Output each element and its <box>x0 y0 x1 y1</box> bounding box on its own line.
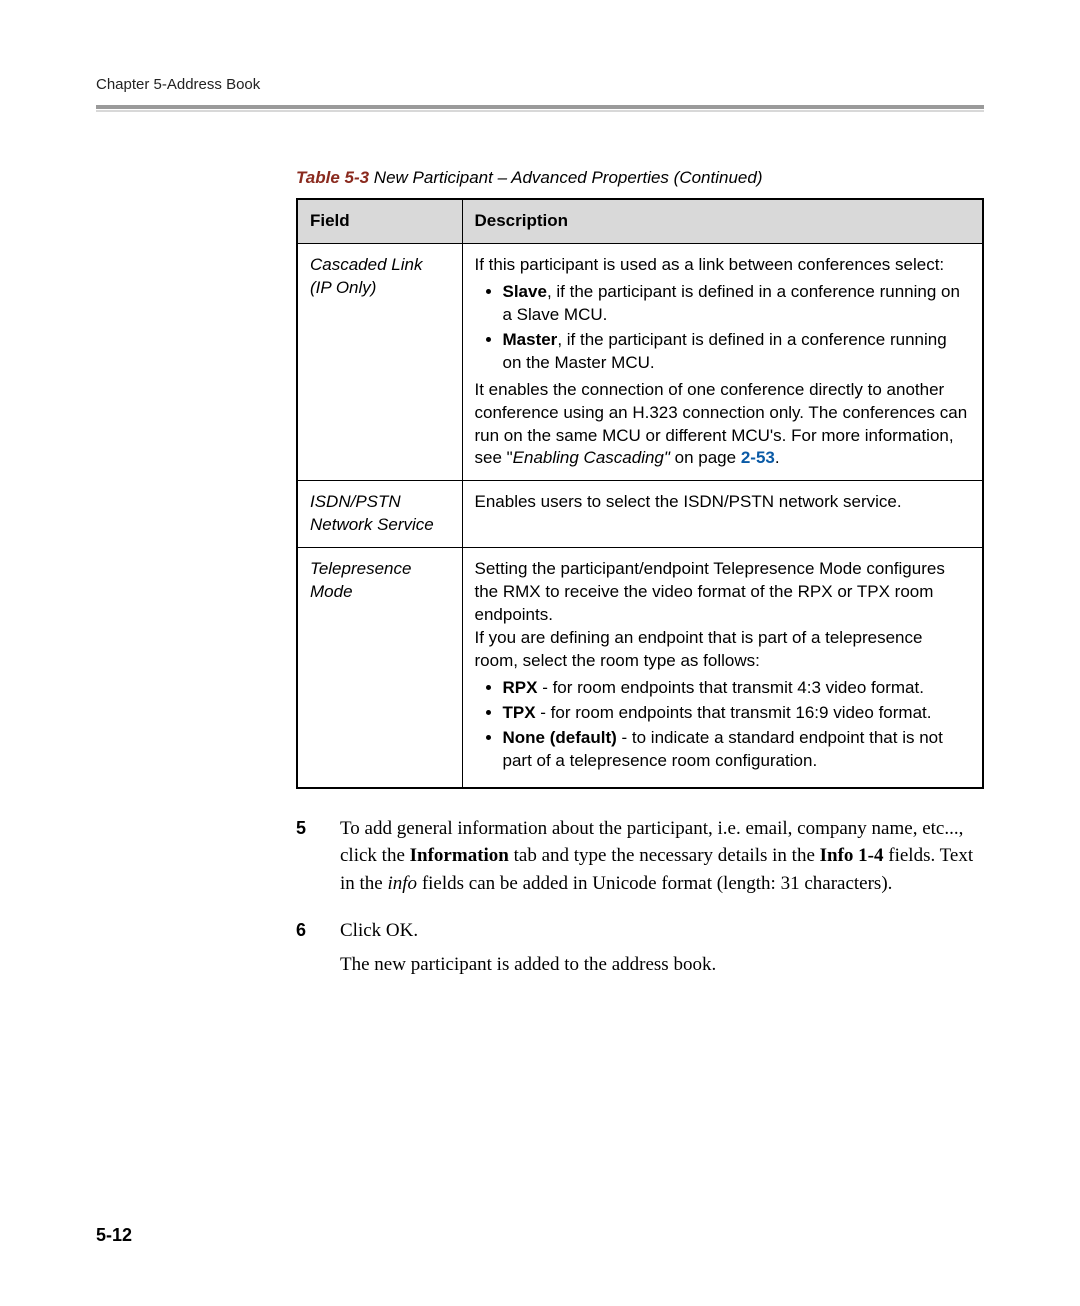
header-rule-dark <box>96 105 984 109</box>
desc-text: Enables users to select the ISDN/PSTN ne… <box>475 491 971 514</box>
field-line: Network Service <box>310 515 434 534</box>
header-rule-light <box>96 110 984 112</box>
description-cell: If this participant is used as a link be… <box>462 243 983 480</box>
field-cell: ISDN/PSTN Network Service <box>297 481 462 548</box>
running-head: Chapter 5-Address Book <box>96 76 984 93</box>
bullet-strong: None (default) <box>503 728 617 747</box>
step-body: Click OK. The new participant is added t… <box>340 917 716 984</box>
table-header-row: Field Description <box>297 199 983 243</box>
step-item: 5 To add general information about the p… <box>296 815 984 904</box>
desc-span: . <box>775 448 780 467</box>
step-number: 5 <box>296 815 340 904</box>
desc-text: Setting the participant/endpoint Telepre… <box>475 558 971 627</box>
table-caption: Table 5-3 New Participant – Advanced Pro… <box>296 168 984 188</box>
desc-bullets: RPX - for room endpoints that transmit 4… <box>475 677 971 773</box>
table-row: ISDN/PSTN Network Service Enables users … <box>297 481 983 548</box>
field-line: (IP Only) <box>310 278 376 297</box>
description-cell: Enables users to select the ISDN/PSTN ne… <box>462 481 983 548</box>
step-item: 6 Click OK. The new participant is added… <box>296 917 984 984</box>
table-caption-label: Table 5-3 <box>296 168 369 187</box>
field-line: ISDN/PSTN <box>310 492 401 511</box>
document-page: Chapter 5-Address Book Table 5-3 New Par… <box>0 0 1080 1306</box>
table-row: Cascaded Link (IP Only) If this particip… <box>297 243 983 480</box>
properties-table: Field Description Cascaded Link (IP Only… <box>296 198 984 789</box>
bullet-item: Slave, if the participant is defined in … <box>503 281 971 327</box>
bullet-item: RPX - for room endpoints that transmit 4… <box>503 677 971 700</box>
bullet-strong: Slave <box>503 282 547 301</box>
desc-text: If this participant is used as a link be… <box>475 254 971 277</box>
table-caption-text: New Participant – Advanced Properties (C… <box>369 168 762 187</box>
bullet-item: TPX - for room endpoints that transmit 1… <box>503 702 971 725</box>
table-row: Telepresence Mode Setting the participan… <box>297 548 983 788</box>
bullet-rest: - for room endpoints that transmit 16:9 … <box>536 703 932 722</box>
bullet-rest: - for room endpoints that transmit 4:3 v… <box>537 678 923 697</box>
bullet-strong: Master <box>503 330 558 349</box>
field-cell: Cascaded Link (IP Only) <box>297 243 462 480</box>
step-text: tab and type the necessary details in th… <box>509 845 820 866</box>
step-text: The new participant is added to the addr… <box>340 951 716 979</box>
step-bold: Info 1-4 <box>820 845 884 866</box>
step-bold: Information <box>410 845 509 866</box>
desc-bullets: Slave, if the participant is defined in … <box>475 281 971 375</box>
step-body: To add general information about the par… <box>340 815 984 904</box>
description-cell: Setting the participant/endpoint Telepre… <box>462 548 983 788</box>
bullet-item: None (default) - to indicate a standard … <box>503 727 971 773</box>
desc-text: It enables the connection of one confere… <box>475 379 971 471</box>
desc-span: on page <box>670 448 741 467</box>
bullet-item: Master, if the participant is defined in… <box>503 329 971 375</box>
field-line: Telepresence <box>310 559 411 578</box>
step-number: 6 <box>296 917 340 984</box>
page-number: 5-12 <box>96 1225 132 1246</box>
cross-reference-link[interactable]: 2-53 <box>741 448 775 467</box>
step-italic: info <box>388 873 418 894</box>
desc-text: If you are defining an endpoint that is … <box>475 627 971 673</box>
steps-list: 5 To add general information about the p… <box>296 815 984 985</box>
bullet-strong: RPX <box>503 678 538 697</box>
col-header-description: Description <box>462 199 983 243</box>
step-text: fields can be added in Unicode format (l… <box>417 873 892 894</box>
content-column: Table 5-3 New Participant – Advanced Pro… <box>296 168 984 984</box>
field-cell: Telepresence Mode <box>297 548 462 788</box>
desc-em: Enabling Cascading" <box>513 448 670 467</box>
col-header-field: Field <box>297 199 462 243</box>
bullet-rest: , if the participant is defined in a con… <box>503 330 947 372</box>
bullet-rest: , if the participant is defined in a con… <box>503 282 960 324</box>
field-line: Mode <box>310 582 353 601</box>
bullet-strong: TPX <box>503 703 536 722</box>
step-text: Click OK. <box>340 917 716 945</box>
field-line: Cascaded Link <box>310 255 422 274</box>
